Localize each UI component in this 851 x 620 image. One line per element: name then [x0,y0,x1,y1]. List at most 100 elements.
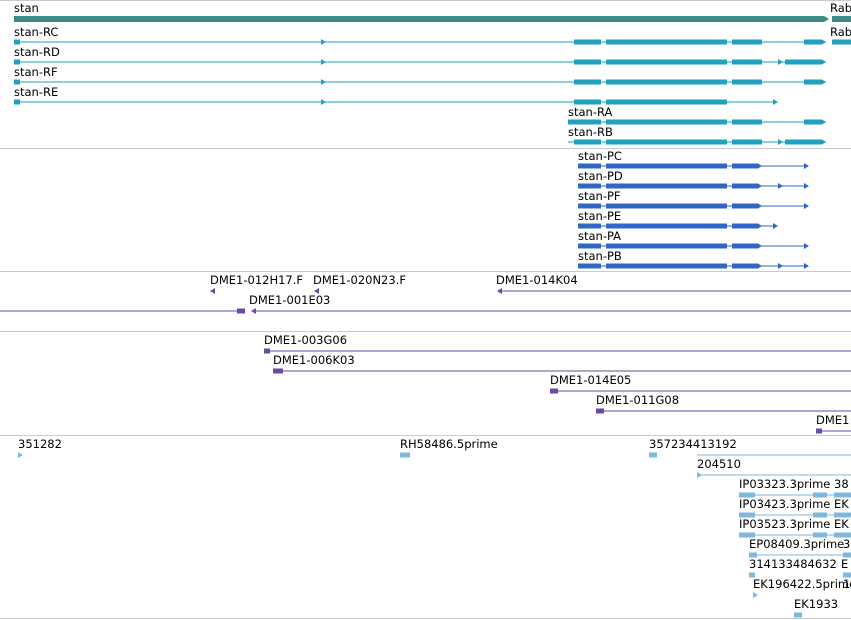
clone-label-dme1-001e03[interactable]: DME1-001E03 [249,293,331,307]
est-label-1[interactable]: 1 [843,577,851,591]
est-label-rh58486[interactable]: RH58486.5prime [400,437,498,451]
protein-pe-exon-2[interactable] [732,223,762,229]
protein-label-stan-pd[interactable]: stan-PD [578,169,623,183]
est-ip03423-b3[interactable] [834,512,851,518]
gene-label-stan[interactable]: stan [14,1,39,15]
protein-pf-end[interactable] [804,203,809,209]
protein-label-stan-pf[interactable]: stan-PF [578,189,621,203]
transcript-ra-exon-0[interactable] [568,119,601,125]
est-204510-mark[interactable] [697,472,702,478]
est-label-e[interactable]: E [841,557,849,571]
est-label-ek-2[interactable]: EK [834,517,849,531]
protein-pf-exon-2[interactable] [732,203,762,209]
protein-pe-end[interactable] [773,223,778,229]
protein-pd-exon-1[interactable] [606,183,727,189]
transcript-label-stan-ra[interactable]: stan-RA [568,105,613,119]
protein-pd-end[interactable] [804,183,809,189]
est-label-ek1933[interactable]: EK1933 [794,597,839,611]
protein-pe-exon-1[interactable] [606,223,727,229]
est-314133-b2[interactable] [843,572,851,578]
protein-pe-exon-0[interactable] [578,223,601,229]
transcript-rb-exon-0[interactable] [574,139,601,145]
protein-pf-exon-1[interactable] [606,203,727,209]
est-label-ep08409[interactable]: EP08409.3prime [749,537,845,551]
protein-pa-end[interactable] [804,243,809,249]
transcript-rf-tick[interactable] [321,79,326,85]
transcript-re-end[interactable] [773,99,778,105]
transcript-rb-exon-2[interactable] [732,139,762,145]
protein-pf-exon-0[interactable] [578,203,601,209]
transcript-label-stan-rd[interactable]: stan-RD [14,45,60,59]
est-label-ip03323[interactable]: IP03323.3prime [739,477,831,491]
transcript-re-exon-1[interactable] [606,99,727,105]
est-label-351282[interactable]: 351282 [18,437,62,451]
protein-pc-exon-2[interactable] [732,163,762,169]
protein-pd-exon-0[interactable] [578,183,601,189]
protein-pa-exon-0[interactable] [578,243,601,249]
est-label-ek-1[interactable]: EK [834,497,849,511]
transcript-rb-exon-1[interactable] [606,139,727,145]
protein-label-stan-pe[interactable]: stan-PE [578,209,622,223]
gene-bar-stan[interactable] [14,16,829,22]
est-357234-block[interactable] [649,452,657,458]
protein-pb-end[interactable] [804,263,809,269]
est-label-ip03423[interactable]: IP03423.3prime [739,497,831,511]
est-ek1933-block[interactable] [794,612,802,618]
transcript-ra-exon-3[interactable] [804,119,826,125]
clone-001e03-block[interactable] [237,308,245,314]
clone-020n23f-mark[interactable] [314,288,319,294]
transcript-rd-exon-1[interactable] [606,59,727,65]
clone-label-dme1-edge[interactable]: DME1 [816,413,850,427]
protein-pd-mid[interactable] [778,183,783,189]
protein-pd-exon-2[interactable] [732,183,762,189]
clone-012h17f-mark[interactable] [210,288,215,294]
protein-pb-mid[interactable] [778,263,783,269]
protein-pb-exon-0[interactable] [578,263,601,269]
transcript-rf-exon-3[interactable] [804,79,826,85]
transcript-rd-exon-2[interactable] [732,59,762,65]
transcript-ra-exon-1[interactable] [606,119,727,125]
est-ek196422-mark[interactable] [753,592,758,598]
clone-label-dme1-011g08[interactable]: DME1-011G08 [596,393,680,407]
transcript-label-stan-rc[interactable]: stan-RC [14,25,59,39]
transcript-rd-exon-0[interactable] [574,59,601,65]
est-ip03323-b2[interactable] [813,492,827,498]
est-label-ek196422[interactable]: EK196422.5prime [753,577,851,591]
est-ip03523-b2[interactable] [813,532,827,538]
clone-label-dme1-006k03[interactable]: DME1-006K03 [273,353,355,367]
transcript-rd-tick[interactable] [321,59,326,65]
transcript-rc-exon-1[interactable] [606,39,727,45]
transcript-rd-exon-3[interactable] [785,59,826,65]
protein-pc-end[interactable] [804,163,809,169]
clone-label-dme1-003g06[interactable]: DME1-003G06 [264,333,348,347]
protein-pb-exon-1[interactable] [606,263,727,269]
est-ip03523-b3[interactable] [834,532,851,538]
clone-label-dme1-020n23f[interactable]: DME1-020N23.F [313,273,406,287]
est-label-204510[interactable]: 204510 [697,457,741,471]
transcript-rf-exon-0[interactable] [574,79,601,85]
protein-pc-exon-1[interactable] [606,163,727,169]
est-ip03323-b3[interactable] [834,492,851,498]
transcript-rc-exon-3[interactable] [804,39,826,45]
transcript-label-stan-rb[interactable]: stan-RB [568,125,613,139]
est-label-357234413192[interactable]: 357234413192 [649,437,737,451]
protein-pa-exon-2[interactable] [732,243,762,249]
protein-pc-exon-0[interactable] [578,163,601,169]
protein-pa-exon-1[interactable] [606,243,727,249]
transcript-rb-tick2[interactable] [778,139,783,145]
est-ep08409-b2[interactable] [843,552,851,558]
est-label-38[interactable]: 38 [834,477,849,491]
clone-label-dme1-012h17f[interactable]: DME1-012H17.F [210,273,304,287]
transcript-label-stan-rf[interactable]: stan-RF [14,65,58,79]
transcript-rb-exon-3[interactable] [785,139,826,145]
gene-label-rab[interactable]: Rab [830,1,851,15]
est-ip03423-b2[interactable] [813,512,827,518]
protein-pb-exon-2[interactable] [732,263,762,269]
est-314133-block[interactable] [749,572,755,578]
transcript-rc-tick[interactable] [321,39,326,45]
est-label-3[interactable]: 3 [843,537,851,551]
transcript-label-stan-re[interactable]: stan-RE [14,85,59,99]
protein-label-stan-pa[interactable]: stan-PA [578,229,622,243]
protein-label-stan-pb[interactable]: stan-PB [578,249,622,263]
est-label-ip03523[interactable]: IP03523.3prime [739,517,831,531]
